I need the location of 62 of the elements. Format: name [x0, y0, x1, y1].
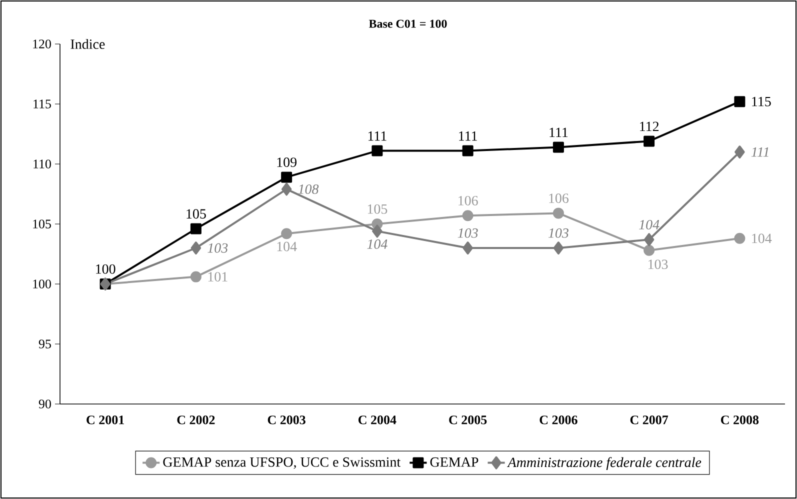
y-tick-label: 115: [34, 100, 51, 108]
y-tick-label: 120: [33, 40, 51, 48]
x-tick-label: C 2005: [449, 416, 487, 424]
data-label: 104: [277, 242, 297, 252]
data-label: 111: [550, 128, 568, 137]
chart-title: Base C01 = 100: [368, 20, 447, 28]
point: [190, 242, 202, 254]
data-label: 100: [96, 264, 116, 274]
point: [734, 146, 745, 158]
data-label: 104: [367, 239, 388, 249]
data-label: 108: [298, 184, 319, 194]
y-tick-label: 95: [38, 340, 51, 348]
point: [190, 271, 202, 282]
y-axis-title: Indice: [70, 39, 105, 49]
y-tick-label: 105: [33, 220, 51, 228]
point: [372, 224, 382, 238]
point: [553, 242, 564, 254]
data-label: 103: [458, 228, 478, 238]
data-label: 104: [752, 234, 772, 244]
point: [552, 142, 564, 153]
point: [462, 210, 474, 222]
data-label: 111: [368, 131, 386, 141]
point: [190, 223, 202, 234]
x-tick-label: C 2003: [268, 416, 306, 424]
point: [644, 244, 655, 256]
x-tick-label: C 2007: [630, 416, 668, 424]
point: [644, 233, 654, 246]
legend-label: GEMAP: [430, 457, 478, 467]
data-label: 101: [208, 272, 228, 282]
data-label: 111: [459, 131, 477, 141]
x-tick-label: C 2004: [358, 416, 396, 424]
point: [281, 228, 292, 240]
data-label: 109: [277, 158, 296, 168]
point: [281, 172, 292, 183]
legend-label: Amministrazione federale centrale: [507, 457, 702, 470]
point: [281, 182, 292, 196]
data-label: 106: [458, 196, 478, 206]
y-tick-label: 100: [33, 280, 51, 288]
y-tick-label: 90: [38, 400, 51, 408]
x-tick-label: C 2001: [86, 416, 124, 424]
data-label: 103: [208, 243, 228, 253]
data-label: 111: [751, 147, 768, 157]
point: [462, 242, 473, 254]
data-label: 106: [549, 194, 569, 204]
data-label: 103: [548, 228, 568, 238]
point: [644, 136, 655, 147]
data-label: 112: [640, 122, 659, 131]
point: [734, 96, 746, 108]
data-label: 105: [368, 204, 388, 214]
point: [552, 208, 564, 219]
data-label: 103: [648, 260, 668, 270]
x-tick-label: C 2002: [177, 416, 215, 424]
data-label: 115: [752, 96, 771, 106]
point: [372, 145, 383, 156]
legend-label: GEMAP senza UFSPO, UCC e Swissmint: [163, 457, 401, 469]
data-label: 104: [639, 220, 660, 230]
y-tick-label: 110: [34, 160, 51, 168]
data-label: 105: [186, 209, 206, 219]
point: [734, 232, 746, 244]
x-tick-label: C 2008: [721, 416, 759, 424]
x-tick-label: C 2006: [540, 416, 578, 424]
point: [462, 145, 474, 156]
